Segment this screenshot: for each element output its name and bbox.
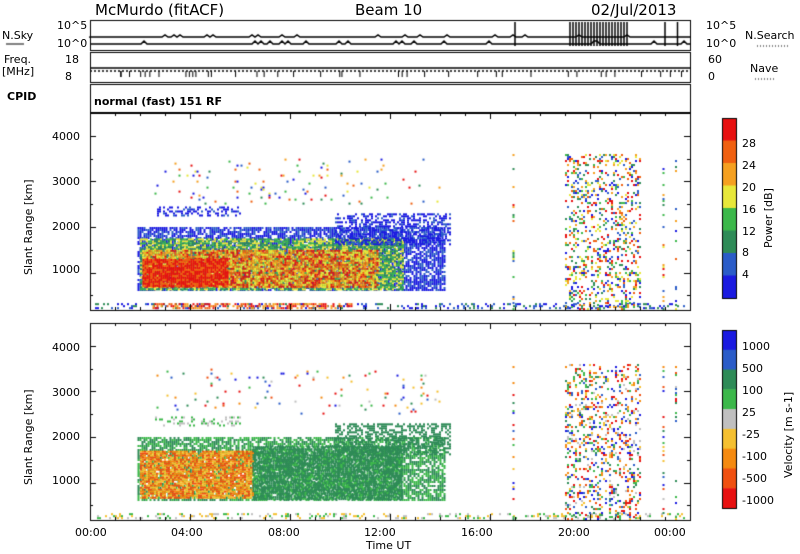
power-ytick-1000: 1000 (52, 263, 80, 276)
nsky-label: N.Sky (2, 29, 34, 42)
power-ylabel: Slant Range [km] (22, 179, 35, 275)
vel-cbar-tick-m1000: -1000 (742, 494, 774, 507)
velocity-ytick-4000: 4000 (52, 341, 80, 354)
velocity-cbar-label: Velocity [m s-1] (782, 391, 795, 478)
station-title: McMurdo (fitACF) (95, 1, 225, 19)
power-cbar-tick-12: 12 (742, 225, 756, 238)
power-ytick-3000: 3000 (52, 175, 80, 188)
nave-tick-top: 60 (708, 53, 722, 66)
nave-tick-bottom: 0 (708, 70, 715, 83)
velocity-ytick-2000: 2000 (52, 430, 80, 443)
noise-tick-right-top: 10^5 (706, 19, 737, 32)
nave-label: Nave (750, 62, 779, 75)
xtick-0000: 00:00 (75, 526, 107, 539)
date-title: 02/Jul/2013 (591, 1, 677, 19)
vel-cbar-tick-25: 25 (742, 406, 756, 419)
freq-tick-top: 18 (65, 53, 79, 66)
velocity-ytick-1000: 1000 (52, 474, 80, 487)
freq-label-bottom: [MHz] (2, 65, 35, 78)
vel-cbar-tick-100: 100 (742, 384, 763, 397)
vel-cbar-tick-m500: -500 (742, 472, 767, 485)
power-cbar-tick-16: 16 (742, 203, 756, 216)
beam-title: Beam 10 (355, 1, 423, 19)
freq-tick-bottom: 8 (65, 70, 72, 83)
vel-cbar-tick-1000: 1000 (742, 340, 770, 353)
freq-label-top: Freq. (4, 53, 32, 66)
cpid-text: normal (fast) 151 RF (94, 95, 222, 108)
vel-cbar-tick-m25: -25 (742, 428, 760, 441)
xtick-0800: 08:00 (268, 526, 300, 539)
power-ytick-2000: 2000 (52, 220, 80, 233)
vel-cbar-tick-500: 500 (742, 362, 763, 375)
xtick-0400: 04:00 (171, 526, 203, 539)
vel-cbar-tick-m100: -100 (742, 450, 767, 463)
noise-tick-right-bottom: 10^0 (706, 37, 737, 50)
x-axis-label: Time UT (366, 539, 412, 552)
xtick-2000: 20:00 (558, 526, 590, 539)
velocity-ytick-3000: 3000 (52, 386, 80, 399)
power-ytick-4000: 4000 (52, 130, 80, 143)
power-cbar-tick-24: 24 (742, 159, 756, 172)
power-cbar-label: Power [dB] (762, 188, 775, 248)
nsearch-label: N.Search (745, 29, 795, 42)
power-cbar-tick-4: 4 (742, 268, 749, 281)
power-cbar-tick-8: 8 (742, 246, 749, 259)
cpid-label: CPID (7, 90, 37, 103)
noise-tick-left-bottom: 10^0 (57, 37, 88, 50)
noise-tick-left-top: 10^5 (57, 19, 88, 32)
power-cbar-tick-28: 28 (742, 137, 756, 150)
xtick-2400: 00:00 (654, 526, 686, 539)
velocity-ylabel: Slant Range [km] (22, 389, 35, 485)
power-cbar-tick-20: 20 (742, 181, 756, 194)
xtick-1200: 12:00 (364, 526, 396, 539)
xtick-1600: 16:00 (461, 526, 493, 539)
